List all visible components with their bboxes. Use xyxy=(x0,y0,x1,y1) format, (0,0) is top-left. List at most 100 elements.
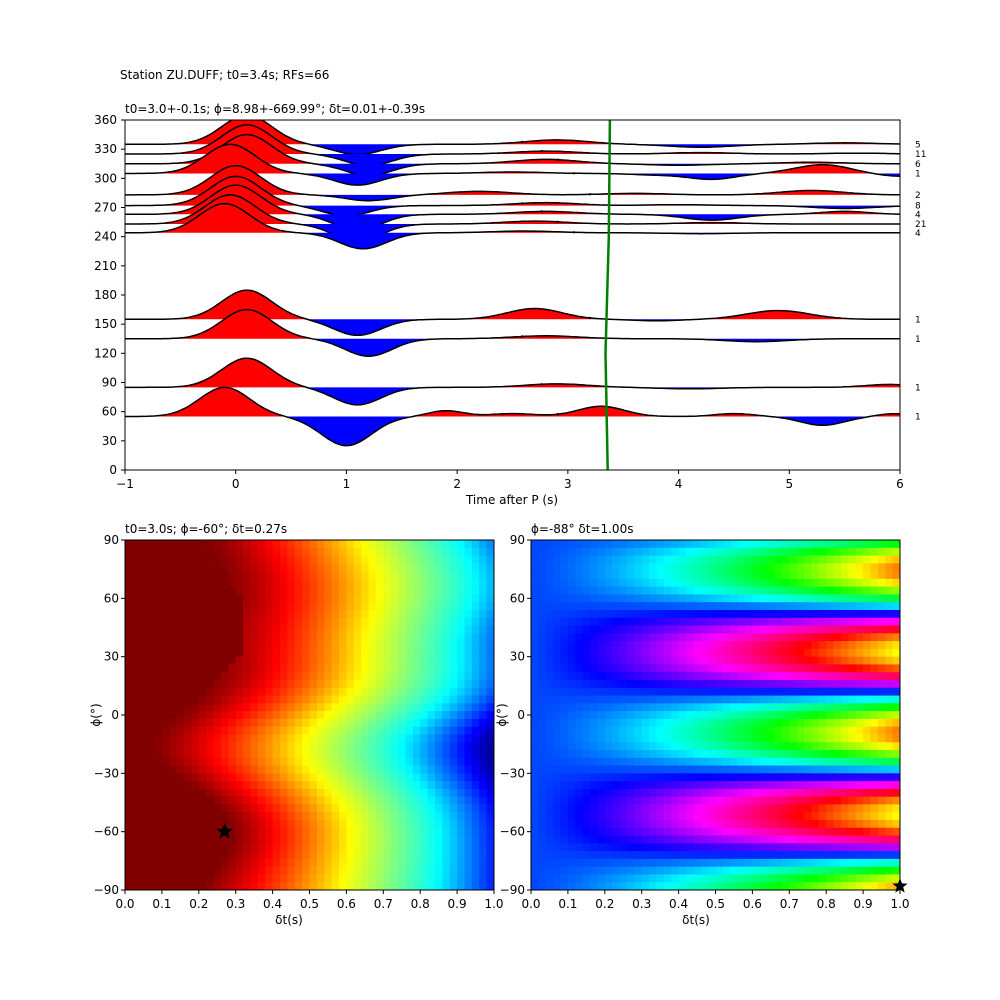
heatmap-cell xyxy=(346,648,355,658)
heatmap-cell xyxy=(641,610,650,619)
heatmap-cell xyxy=(693,594,702,603)
heatmap-cell xyxy=(590,695,599,704)
heatmap-cell xyxy=(545,851,554,860)
y-tick-label: 210 xyxy=(94,259,117,273)
heatmap-cell xyxy=(471,610,480,619)
heatmap-cell xyxy=(442,617,451,627)
heatmap-cell xyxy=(368,773,377,782)
heatmap-cell xyxy=(774,711,783,720)
heatmap-cell xyxy=(324,812,333,821)
heatmap-cell xyxy=(302,540,311,549)
heatmap-cell xyxy=(147,602,156,611)
heatmap-cell xyxy=(339,656,347,666)
heatmap-cell xyxy=(184,788,193,798)
heatmap-cell xyxy=(826,617,835,627)
heatmap-cell xyxy=(405,835,414,844)
heatmap-cell xyxy=(420,687,429,697)
heatmap-cell xyxy=(257,703,266,712)
heatmap-cell xyxy=(730,781,739,790)
heatmap-cell xyxy=(346,882,355,890)
heatmap-cell xyxy=(649,617,658,627)
heatmap-cell xyxy=(877,555,886,564)
heatmap-cell xyxy=(398,726,407,736)
heatmap-cell xyxy=(833,571,842,580)
heatmap-cell xyxy=(745,866,753,876)
heatmap-cell xyxy=(294,672,303,681)
heatmap-cell xyxy=(833,773,842,782)
heatmap-cell xyxy=(855,796,864,806)
heatmap-cell xyxy=(848,578,857,588)
heatmap-cell xyxy=(892,563,900,572)
heatmap-cell xyxy=(685,734,694,743)
heatmap-cell xyxy=(361,625,370,634)
heatmap-cell xyxy=(612,610,621,619)
heatmap-cell xyxy=(442,656,451,666)
heatmap-cell xyxy=(206,750,215,759)
x-tick-label: 0.6 xyxy=(337,897,356,911)
heatmap-cell xyxy=(590,734,599,743)
heatmap-cell xyxy=(685,788,694,798)
heatmap-cell xyxy=(316,788,325,798)
heatmap-cell xyxy=(811,874,820,883)
heatmap-cell xyxy=(361,874,370,883)
trace-count-label: 4 xyxy=(915,229,921,239)
heatmap-cell xyxy=(331,866,340,876)
heatmap-cell xyxy=(169,680,178,689)
heatmap-cell xyxy=(154,866,163,876)
y-tick-label: 240 xyxy=(94,230,117,244)
heatmap-cell xyxy=(449,672,458,681)
heatmap-cell xyxy=(464,812,473,821)
heatmap-cell xyxy=(198,617,207,627)
heatmap-cell xyxy=(427,664,436,673)
heatmap-cell xyxy=(316,742,325,751)
heatmap-cell xyxy=(634,672,643,681)
heatmap-cell xyxy=(316,718,325,728)
heatmap-cell xyxy=(250,765,259,774)
heatmap-cell xyxy=(715,851,724,860)
heatmap-cell xyxy=(383,726,392,736)
heatmap-cell xyxy=(531,610,539,619)
heatmap-cell xyxy=(161,820,170,829)
heatmap-cell xyxy=(257,820,266,829)
heatmap-cell xyxy=(132,812,141,821)
heatmap-cell xyxy=(412,866,421,876)
heatmap-cell xyxy=(885,594,894,603)
heatmap-cell xyxy=(302,750,311,759)
heatmap-cell xyxy=(619,633,628,642)
heatmap-cell xyxy=(169,578,178,588)
heatmap-cell xyxy=(368,571,377,580)
heatmap-cell xyxy=(796,851,805,860)
heatmap-cell xyxy=(671,656,680,666)
heatmap-cell xyxy=(324,711,333,720)
heatmap-cell xyxy=(353,563,362,572)
heatmap-cell xyxy=(191,781,200,790)
heatmap-cell xyxy=(619,602,628,611)
heatmap-cell xyxy=(656,827,665,837)
heatmap-cell xyxy=(287,882,296,890)
heatmap-cell xyxy=(715,711,724,720)
heatmap-cell xyxy=(789,695,798,704)
heatmap-cell xyxy=(346,641,355,650)
heatmap-cell xyxy=(804,843,813,852)
heatmap-cell xyxy=(161,718,170,728)
heatmap-cell xyxy=(759,610,768,619)
heatmap-cell xyxy=(840,617,849,627)
heatmap-cell xyxy=(235,851,244,860)
heatmap-cell xyxy=(479,563,488,572)
trace-line xyxy=(125,120,900,156)
heatmap-cell xyxy=(405,757,414,767)
heatmap-cell xyxy=(560,547,569,557)
heatmap-cell xyxy=(243,672,252,681)
heatmap-cell xyxy=(722,851,731,860)
heatmap-cell xyxy=(457,781,466,790)
heatmap-cell xyxy=(663,633,672,642)
heatmap-cell xyxy=(840,874,849,883)
heatmap-cell xyxy=(708,804,717,813)
heatmap-cell xyxy=(693,625,702,634)
heatmap-cell xyxy=(619,874,628,883)
heatmap-cell xyxy=(368,586,377,596)
heatmap-cell xyxy=(257,695,266,704)
heatmap-cell xyxy=(220,540,229,549)
heatmap-cell xyxy=(833,765,842,774)
heatmap-cell xyxy=(833,827,842,837)
